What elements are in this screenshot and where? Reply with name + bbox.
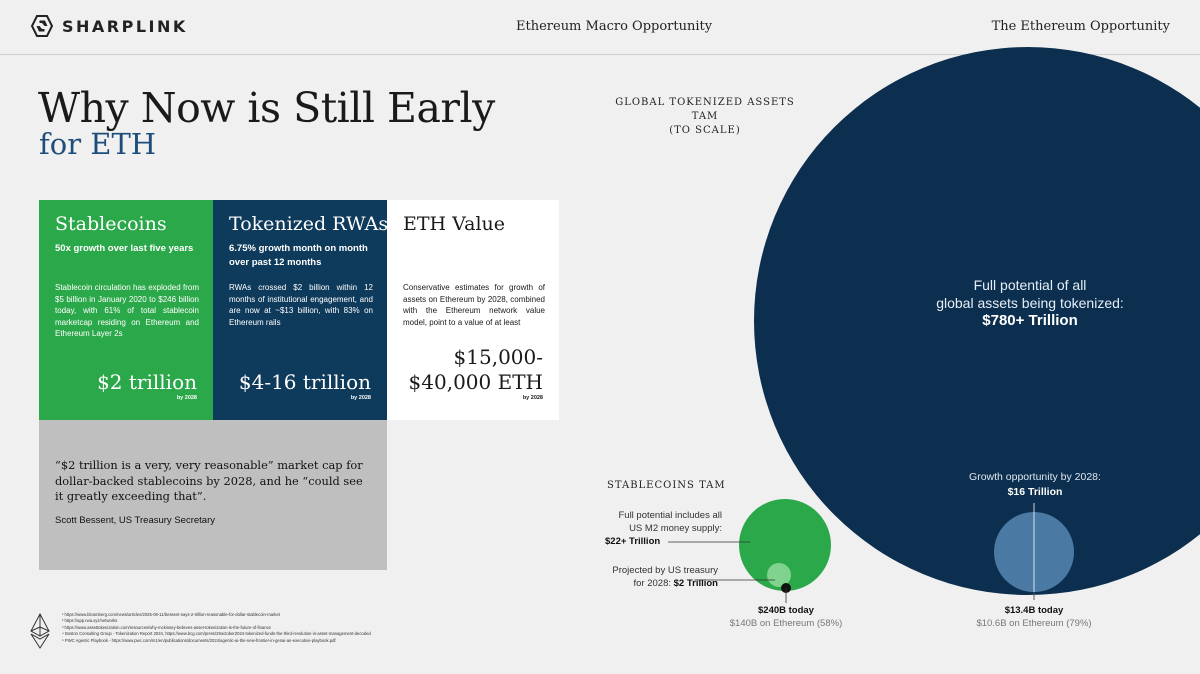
stable-full-value: $22+ Trillion bbox=[605, 536, 661, 547]
global-tam-title-line1: GLOBAL TOKENIZED ASSETS TAM bbox=[615, 97, 795, 122]
full-potential-line1: Full potential of all bbox=[973, 277, 1087, 293]
card-subtitle: 50x growth over last five years bbox=[55, 243, 194, 254]
card-big-value-line1: $15,000- bbox=[453, 345, 543, 369]
stable-full-line2: US M2 money supply: bbox=[629, 523, 722, 534]
growth-opportunity-label: Growth opportunity by 2028: $16 Trillion bbox=[935, 470, 1135, 500]
quote-author: Scott Bessent, US Treasury Secretary bbox=[55, 514, 215, 526]
card-body: Conservative estimates for growth of ass… bbox=[403, 283, 545, 327]
stable-on-eth-value: $140B on Ethereum (58%) bbox=[729, 618, 843, 629]
footnote[interactable]: ⁵ PWC Agentic Playbook - https://www.pwc… bbox=[62, 637, 336, 643]
stablecoin-projected-circle bbox=[767, 563, 791, 587]
rwa-today-label: $13.4B today $10.6B on Ethereum (79%) bbox=[954, 604, 1114, 630]
card-body: RWAs crossed $2 billion within 12 months… bbox=[229, 283, 373, 327]
stable-proj-value: $2 Trillion bbox=[673, 578, 718, 589]
stablecoins-card: Stablecoins 50x growth over last five ye… bbox=[39, 200, 213, 420]
card-body: Stablecoin circulation has exploded from… bbox=[55, 283, 199, 338]
footnote[interactable]: ⁴ Boston Consulting Group - Tokenization… bbox=[62, 631, 371, 637]
eth-value-card: ETH Value Conservative estimates for gro… bbox=[387, 200, 559, 420]
card-title: Tokenized RWAs bbox=[229, 213, 389, 235]
quote-box: “$2 trillion is a very, very reasonable”… bbox=[39, 420, 387, 570]
global-tam-title-line2: (TO SCALE) bbox=[669, 125, 741, 136]
card-title: ETH Value bbox=[403, 213, 506, 235]
card-subtitle: 6.75% growth month on month over past 12… bbox=[229, 243, 368, 268]
stablecoin-potential-circle bbox=[739, 499, 831, 591]
footnote[interactable]: ² https://app.rwa.xyz/networks bbox=[62, 618, 118, 624]
brand-name: SHARPLINK bbox=[62, 16, 188, 36]
global-assets-circle bbox=[754, 47, 1200, 595]
brand: SHARPLINK bbox=[30, 14, 188, 38]
stable-proj-prefix: for 2028: bbox=[633, 578, 672, 589]
footnotes: ¹ https://www.bloomberg.com/news/article… bbox=[62, 612, 371, 644]
stable-proj-line1: Projected by US treasury bbox=[612, 565, 718, 576]
global-tam-title: GLOBAL TOKENIZED ASSETS TAM (TO SCALE) bbox=[600, 96, 810, 138]
top-bar: SHARPLINK Ethereum Macro Opportunity The… bbox=[0, 0, 1200, 55]
stablecoins-tam-title: STABLECOINS TAM bbox=[607, 480, 726, 491]
growth-line1: Growth opportunity by 2028: bbox=[969, 471, 1101, 483]
quote-text: “$2 trillion is a very, very reasonable”… bbox=[55, 458, 363, 503]
card-title: Stablecoins bbox=[55, 213, 167, 235]
card-by-label: by 2028 bbox=[350, 395, 371, 401]
stable-today-value: $240B today bbox=[758, 605, 814, 616]
card-big-value: $2 trillion bbox=[97, 370, 197, 394]
header-right-title: The Ethereum Opportunity bbox=[991, 19, 1170, 34]
stable-full-potential-label: Full potential includes all US M2 money … bbox=[560, 509, 722, 548]
stable-projected-label: Projected by US treasury for 2028: $2 Tr… bbox=[560, 564, 718, 590]
sharplink-logo-icon bbox=[30, 15, 54, 37]
card-by-label: by 2028 bbox=[522, 395, 543, 401]
page-title: Why Now is Still Early bbox=[38, 84, 495, 132]
card-big-value: $4-16 trillion bbox=[238, 370, 371, 394]
header-center-title: Ethereum Macro Opportunity bbox=[516, 19, 713, 34]
full-potential-label: Full potential of all global assets bein… bbox=[900, 276, 1160, 330]
full-potential-line2: global assets being tokenized: bbox=[936, 295, 1124, 311]
stable-full-line1: Full potential includes all bbox=[618, 510, 722, 521]
footnote[interactable]: ³ https://www.assettokenization.com/reso… bbox=[62, 624, 271, 630]
rwa-on-eth-value: $10.6B on Ethereum (79%) bbox=[976, 618, 1092, 629]
rwa-today-value: $13.4B today bbox=[1004, 605, 1064, 616]
footnote[interactable]: ¹ https://www.bloomberg.com/news/article… bbox=[62, 612, 280, 617]
page-subtitle: for ETH bbox=[39, 127, 157, 161]
stable-today-label: $240B today $140B on Ethereum (58%) bbox=[706, 604, 866, 630]
tokenized-rwas-card: Tokenized RWAs 6.75% growth month on mon… bbox=[213, 200, 389, 420]
ethereum-logo-icon bbox=[30, 613, 50, 649]
growth-value: $16 Trillion bbox=[1007, 486, 1063, 498]
card-by-label: by 2028 bbox=[176, 395, 197, 401]
full-potential-value: $780+ Trillion bbox=[982, 312, 1078, 329]
card-big-value-line2: $40,000 ETH bbox=[408, 370, 543, 394]
